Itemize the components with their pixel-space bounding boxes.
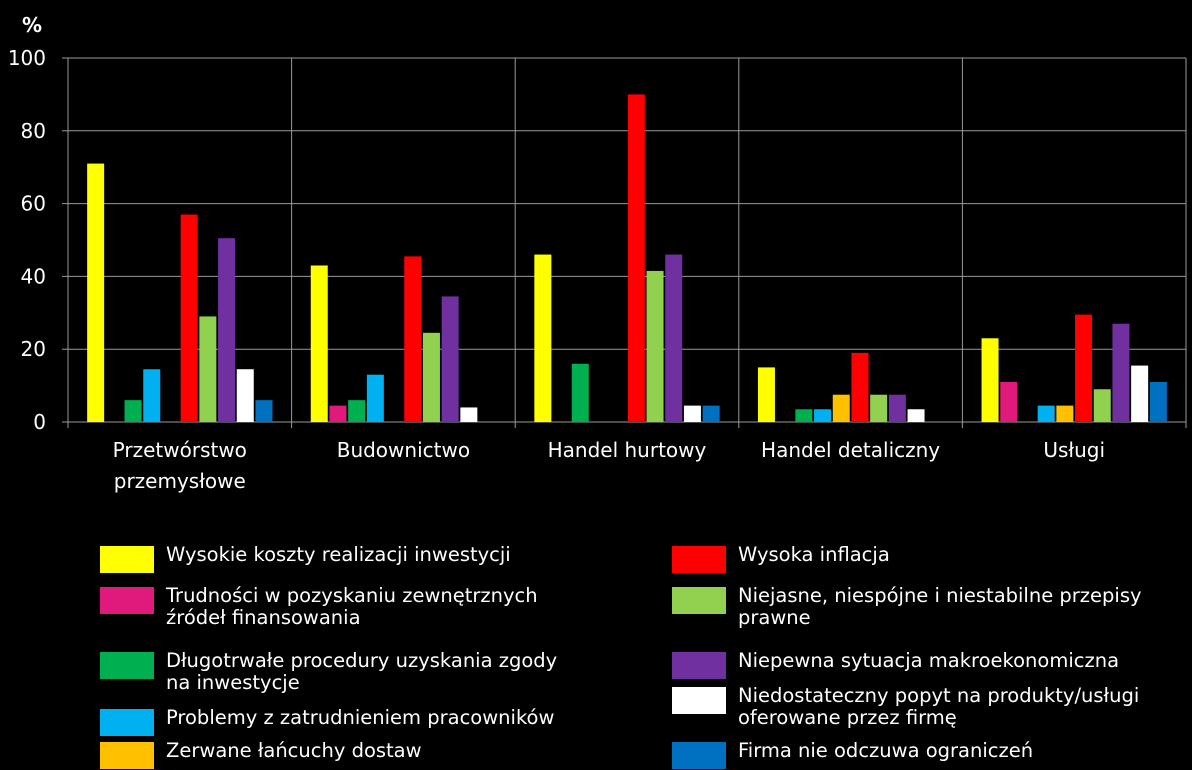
bar [1056, 405, 1074, 422]
y-tick-label: 100 [8, 46, 46, 70]
legend-swatch [100, 546, 154, 573]
bar [124, 400, 142, 422]
legend-swatch [672, 742, 726, 769]
bar [348, 400, 366, 422]
legend-item: Trudności w pozyskaniu zewnętrznych źród… [100, 585, 570, 629]
legend-swatch [672, 587, 726, 614]
legend-item: Długotrwałe procedury uzyskania zgody na… [100, 650, 570, 694]
bar [907, 409, 925, 422]
legend-swatch [100, 742, 154, 769]
y-tick-label: 20 [21, 337, 46, 361]
bar [814, 409, 832, 422]
bar [1037, 405, 1055, 422]
bar [851, 352, 869, 422]
bar [422, 332, 440, 422]
y-tick-label: 60 [21, 192, 46, 216]
x-tick-label: Handel detaliczny [761, 438, 940, 462]
bar [832, 394, 850, 422]
bar [795, 409, 813, 422]
legend-item: Problemy z zatrudnieniem pracowników [100, 707, 570, 736]
bar [1075, 314, 1093, 422]
y-tick-label: 0 [33, 410, 46, 434]
bar [571, 363, 589, 422]
y-axis-label: % [22, 13, 42, 37]
x-tick-label: Handel hurtowy [548, 438, 707, 462]
y-tick-label: 80 [21, 119, 46, 143]
bar [329, 405, 347, 422]
legend-swatch [100, 652, 154, 679]
bar [870, 394, 888, 422]
bars [87, 94, 1167, 423]
legend-item: Zerwane łańcuchy dostaw [100, 740, 570, 769]
bar [441, 296, 459, 422]
legend-item: Niedostateczny popyt na produkty/usługi … [672, 685, 1192, 729]
x-tick-label: Budownictwo [337, 438, 470, 462]
bar [366, 374, 384, 422]
bar [218, 238, 236, 422]
bar [702, 405, 720, 422]
legend-item: Wysokie koszty realizacji inwestycji [100, 544, 570, 573]
bar [255, 400, 273, 422]
x-tick-label: przemysłowe [114, 469, 246, 493]
legend-swatch [672, 687, 726, 714]
legend-swatch [100, 587, 154, 614]
legend-item: Wysoka inflacja [672, 544, 1192, 573]
x-tick-label: Przetwórstwo [113, 438, 247, 462]
legend-label: Firma nie odczuwa ograniczeń [738, 739, 1034, 762]
bar-chart: 0 20 40 60 80 100 Przetwórstwo przemysłowe Budow… [8, 13, 1187, 493]
bar [683, 405, 701, 422]
bar [627, 94, 645, 423]
legend-label: Wysokie koszty realizacji inwestycji [166, 543, 511, 566]
legend-label: Zerwane łańcuchy dostaw [166, 739, 422, 762]
bar [646, 270, 664, 422]
bar [87, 163, 105, 422]
axes: 0 20 40 60 80 100 Przetwórstwo przemysłowe Budow… [8, 46, 1105, 493]
legend-swatch [100, 709, 154, 736]
legend-label: Trudności w pozyskaniu zewnętrznych źród… [166, 584, 538, 629]
bar [404, 256, 422, 422]
bar [665, 254, 683, 422]
legend-label: Niedostateczny popyt na produkty/usługi … [738, 684, 1140, 729]
bar [236, 369, 254, 422]
bar [460, 407, 478, 422]
grid [67, 57, 1187, 428]
bar [757, 367, 775, 422]
x-tick-label: Usługi [1043, 438, 1105, 462]
legend-label: Długotrwałe procedury uzyskania zgody na… [166, 649, 558, 694]
y-tick-label: 40 [21, 264, 46, 288]
bar [1149, 381, 1167, 422]
legend-item: Firma nie odczuwa ograniczeń [672, 740, 1192, 769]
legend-label: Problemy z zatrudnieniem pracowników [166, 706, 555, 729]
legend-item: Niejasne, niespójne i niestabilne przepi… [672, 585, 1192, 629]
legend-label: Niepewna sytuacja makroekonomiczna [738, 649, 1120, 672]
legend-swatch [672, 546, 726, 573]
legend-item: Niepewna sytuacja makroekonomiczna [672, 650, 1192, 679]
bar [981, 338, 999, 422]
legend-swatch [672, 652, 726, 679]
bar [143, 369, 161, 422]
bar [888, 394, 906, 422]
bar [1000, 381, 1018, 422]
bar [1131, 365, 1149, 422]
bar [1093, 389, 1111, 422]
bar [534, 254, 552, 422]
bar [1112, 323, 1130, 422]
legend-label: Wysoka inflacja [738, 543, 890, 566]
bar [310, 265, 328, 422]
bar [199, 316, 217, 422]
legend-label: Niejasne, niespójne i niestabilne przepi… [738, 584, 1142, 629]
bar [180, 214, 198, 422]
